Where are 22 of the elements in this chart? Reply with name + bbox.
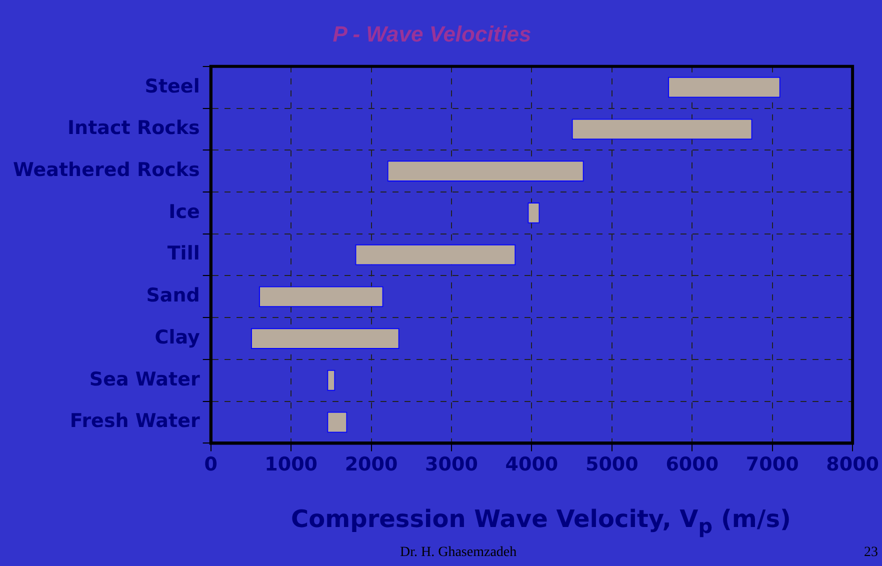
- x-tick-label: 8000: [826, 454, 880, 476]
- x-tick-label: 0: [204, 454, 218, 476]
- x-tick-label: 4000: [505, 454, 558, 476]
- y-tick-label: Weathered Rocks: [12, 159, 200, 182]
- y-tick-label: Sand: [146, 284, 200, 307]
- x-axis-title: Compression Wave Velocity, V$_{p}$ (m/s): [290, 505, 792, 538]
- x-tick-label: 2000: [344, 454, 398, 476]
- x-tick-label: 6000: [666, 454, 719, 476]
- y-tick-label: Steel: [144, 75, 200, 98]
- chart-title: P - Wave Velocities: [332, 21, 532, 46]
- y-tick-label: Clay: [154, 326, 200, 348]
- y-tick-label: Fresh Water: [70, 410, 200, 432]
- y-tick-label: Ice: [168, 200, 200, 223]
- text: Dr. H. Ghasemzadeh: [400, 545, 517, 561]
- y-tick-label: Till: [167, 242, 200, 265]
- text: 23: [864, 545, 878, 561]
- y-tick-label: Intact Rocks: [67, 117, 200, 140]
- x-tick-label: 1000: [264, 454, 318, 476]
- x-tick-label: 3000: [425, 454, 478, 476]
- y-tick-label: Sea Water: [89, 368, 200, 390]
- x-tick-label: 5000: [585, 454, 638, 476]
- x-tick-label: 7000: [746, 454, 799, 476]
